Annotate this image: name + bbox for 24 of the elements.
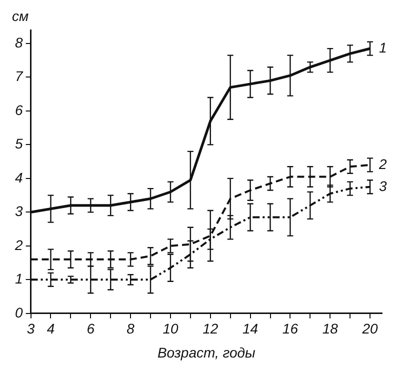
x-tick-label: 18 <box>322 320 338 337</box>
x-tick-label: 20 <box>361 320 378 337</box>
y-tick-label: 1 <box>14 270 23 287</box>
x-tick-label: 3 <box>26 320 35 337</box>
y-tick-label: 4 <box>14 169 23 186</box>
x-tick-label: 4 <box>46 320 55 337</box>
x-tick-label: 10 <box>162 320 178 337</box>
y-tick-label: 7 <box>14 68 24 84</box>
x-tick-label: 12 <box>202 320 218 337</box>
series-label: 3 <box>379 178 388 194</box>
y-tick-label: 6 <box>14 102 23 118</box>
y-tick-label: 5 <box>14 136 23 152</box>
series-label: 1 <box>379 39 387 56</box>
x-tick-label: 8 <box>126 320 135 337</box>
y-axis-title: см <box>12 8 29 24</box>
x-tick-label: 6 <box>86 320 95 337</box>
y-tick-label: 8 <box>14 34 23 50</box>
x-tick-label: 14 <box>242 320 258 337</box>
x-tick-label: 16 <box>282 320 298 337</box>
y-tick-label: 2 <box>14 236 23 253</box>
y-tick-label: 0 <box>14 304 23 320</box>
x-axis-title: Возраст, годы <box>157 344 256 360</box>
series-label: 2 <box>378 156 388 172</box>
y-tick-label: 3 <box>14 203 23 220</box>
